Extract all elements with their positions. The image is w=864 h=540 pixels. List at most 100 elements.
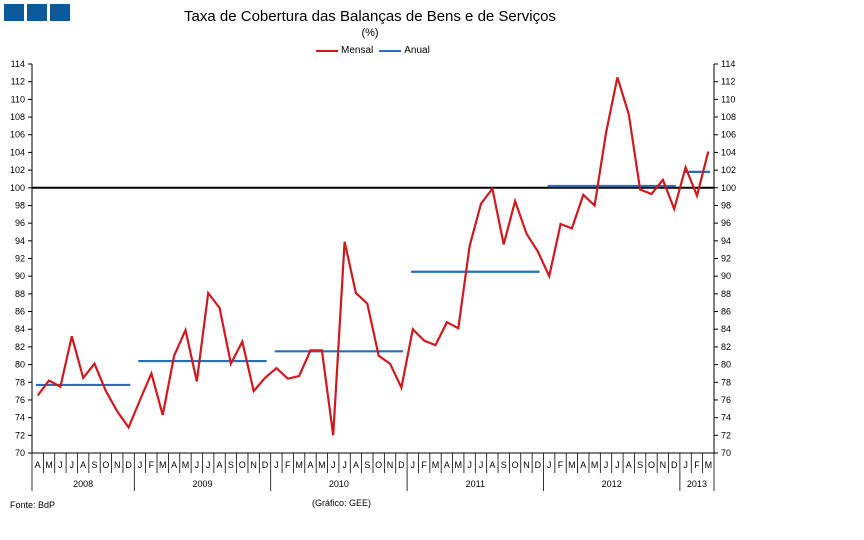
y-tick-label-right: 92 — [721, 254, 731, 264]
x-month-label: S — [228, 460, 234, 470]
x-month-label: J — [342, 460, 347, 470]
chart-subtitle: (%) — [361, 27, 379, 39]
chart-legend: Mensal Anual — [316, 45, 430, 56]
y-tick-label-right: 106 — [721, 130, 736, 140]
y-tick-label-right: 74 — [721, 413, 731, 423]
y-tick-label-right: 98 — [721, 200, 731, 210]
y-tick-label-left: 90 — [15, 271, 25, 281]
y-tick-label-right: 76 — [721, 395, 731, 405]
x-month-label: S — [92, 460, 98, 470]
x-month-label: M — [705, 460, 713, 470]
y-tick-label-left: 94 — [15, 236, 25, 246]
x-month-label: J — [274, 460, 279, 470]
logo-block-2 — [27, 4, 47, 21]
y-tick-label-right: 104 — [721, 147, 736, 157]
y-tick-label-left: 84 — [15, 324, 25, 334]
x-month-label: D — [535, 460, 542, 470]
x-month-label: A — [444, 460, 450, 470]
y-tick-label-right: 70 — [721, 448, 731, 458]
credit-note: (Gráfico: GEE) — [312, 498, 372, 508]
x-month-label: M — [318, 460, 326, 470]
y-tick-label-left: 112 — [11, 77, 25, 87]
x-month-label: J — [206, 460, 211, 470]
mensal-series-line — [36, 76, 710, 436]
y-tick-label-right: 88 — [721, 289, 731, 299]
x-month-label: F — [421, 460, 427, 470]
logo — [4, 4, 70, 21]
x-month-label: O — [512, 460, 519, 470]
x-month-label: J — [138, 460, 143, 470]
y-tick-label-right: 114 — [721, 59, 735, 69]
x-month-label: M — [295, 460, 303, 470]
x-month-label: D — [125, 460, 132, 470]
y-tick-label-right: 78 — [721, 377, 731, 387]
legend-item-anual: Anual — [379, 45, 430, 56]
y-tick-label-left: 96 — [15, 218, 25, 228]
x-month-label: J — [683, 460, 688, 470]
x-year-label: 2009 — [192, 479, 212, 489]
x-month-label: J — [467, 460, 472, 470]
x-month-label: A — [580, 460, 586, 470]
x-month-label: N — [660, 460, 667, 470]
x-month-label: S — [637, 460, 643, 470]
y-tick-label-right: 72 — [721, 430, 731, 440]
x-month-label: M — [45, 460, 53, 470]
x-month-label: M — [182, 460, 190, 470]
y-tick-label-right: 90 — [721, 271, 731, 281]
x-month-label: J — [195, 460, 200, 470]
chart-title: Taxa de Cobertura das Balanças de Bens e… — [184, 8, 556, 25]
x-month-label: J — [479, 460, 484, 470]
x-month-label: J — [615, 460, 620, 470]
y-tick-label-left: 72 — [15, 430, 25, 440]
y-tick-label-left: 76 — [15, 395, 25, 405]
y-tick-label-left: 82 — [15, 342, 25, 352]
x-month-label: S — [501, 460, 507, 470]
y-tick-label-right: 100 — [721, 183, 736, 193]
y-tick-label-left: 102 — [10, 165, 25, 175]
y-tick-label-left: 100 — [10, 183, 25, 193]
y-tick-label-left: 106 — [10, 130, 25, 140]
x-month-label: O — [239, 460, 246, 470]
y-tick-label-left: 70 — [15, 448, 25, 458]
y-tick-label-left: 78 — [15, 377, 25, 387]
x-month-label: M — [159, 460, 167, 470]
y-tick-label-left: 88 — [15, 289, 25, 299]
x-month-label: F — [558, 460, 564, 470]
x-month-label: O — [375, 460, 382, 470]
legend-swatch-mensal — [316, 49, 338, 52]
y-tick-label-right: 102 — [721, 165, 736, 175]
x-month-label: F — [285, 460, 291, 470]
x-month-label: O — [648, 460, 655, 470]
x-month-label: N — [114, 460, 121, 470]
x-month-label: A — [307, 460, 313, 470]
source-note: Fonte: BdP — [10, 500, 56, 510]
x-month-label: J — [547, 460, 552, 470]
x-year-label: 2013 — [687, 479, 707, 489]
x-month-label: J — [604, 460, 609, 470]
y-tick-label-left: 92 — [15, 254, 25, 264]
y-tick-label-right: 84 — [721, 324, 731, 334]
legend-swatch-anual — [379, 49, 402, 52]
x-month-label: M — [455, 460, 463, 470]
legend-label-mensal: Mensal — [341, 45, 374, 56]
x-month-label: F — [694, 460, 700, 470]
x-month-label: D — [262, 460, 269, 470]
x-month-label: A — [353, 460, 359, 470]
legend-item-mensal: Mensal — [316, 45, 373, 56]
x-month-label: O — [102, 460, 109, 470]
x-month-label: N — [250, 460, 257, 470]
x-month-label: A — [171, 460, 177, 470]
x-month-label: N — [523, 460, 530, 470]
legend-label-anual: Anual — [404, 45, 430, 56]
y-tick-label-right: 82 — [721, 342, 731, 352]
y-tick-label-left: 108 — [10, 112, 25, 122]
x-month-label: J — [411, 460, 416, 470]
x-month-label: A — [217, 460, 223, 470]
y-tick-label-left: 114 — [11, 59, 25, 69]
x-month-label: S — [364, 460, 370, 470]
y-tick-label-left: 80 — [15, 360, 25, 370]
x-month-label: J — [58, 460, 63, 470]
x-month-label: M — [591, 460, 599, 470]
y-tick-label-right: 108 — [721, 112, 736, 122]
